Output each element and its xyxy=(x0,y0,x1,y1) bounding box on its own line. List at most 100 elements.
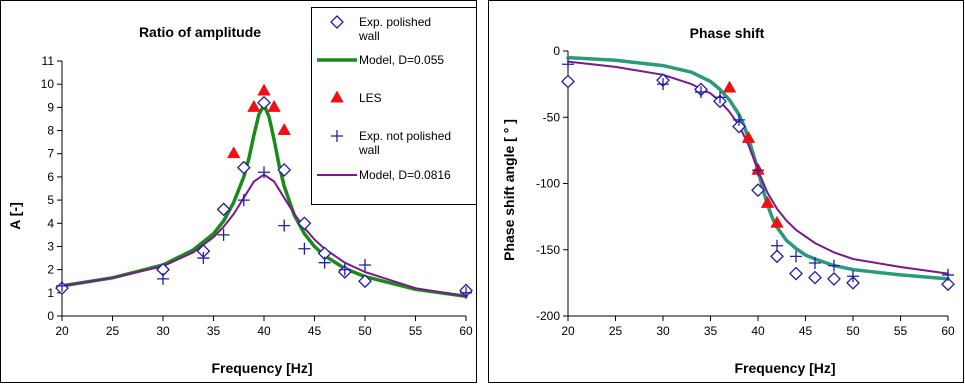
y-tick-label-right: -50 xyxy=(543,110,561,124)
data-point-les-right xyxy=(760,195,775,208)
y-tick-label-left: 10 xyxy=(41,77,55,91)
data-point-exp-polished-wall-left xyxy=(216,202,231,217)
x-tick-label-left: 60 xyxy=(459,324,473,338)
x-tick-label-right: 20 xyxy=(561,324,575,338)
data-point-exp-polished-wall-right xyxy=(808,270,822,285)
y-tick-label-left: 0 xyxy=(47,309,54,323)
y-tick-label-left: 2 xyxy=(47,263,54,277)
y-tick-label-left: 5 xyxy=(47,193,54,207)
data-point-exp-polished-wall-left xyxy=(297,216,312,231)
data-point-exp-polished-wall-right xyxy=(732,119,746,134)
data-point-exp-not-polished-wall-right xyxy=(733,113,745,126)
data-point-exp-not-polished-wall-right xyxy=(790,250,802,263)
x-tick-label-right: 45 xyxy=(799,324,813,338)
data-point-exp-polished-wall-left xyxy=(236,160,251,175)
x-tick-label-left: 20 xyxy=(55,324,69,338)
data-point-exp-not-polished-wall-left xyxy=(460,286,472,299)
data-point-exp-not-polished-wall-right xyxy=(562,58,574,71)
data-point-exp-not-polished-wall-right xyxy=(942,268,954,281)
legend-label-exp-polished-line1: Exp. polished xyxy=(359,15,431,29)
x-tick-label-left: 55 xyxy=(409,324,423,338)
plot-area-right: 20 25 30 35 40 45 50 55 60 0 -50 -100 -150 -200 xyxy=(536,44,955,338)
legend-label-les: LES xyxy=(359,91,382,105)
data-point-les-left xyxy=(257,83,271,96)
y-tick-label-left: 8 xyxy=(47,124,54,138)
data-point-les-right xyxy=(770,215,784,228)
legend-label-exp-polished-line2: wall xyxy=(358,29,380,43)
data-point-les-left xyxy=(226,146,241,159)
y-tick-label-right: -200 xyxy=(536,309,560,323)
y-tick-label-right: 0 xyxy=(553,44,560,58)
y-tick-label-left: 6 xyxy=(47,170,54,184)
data-point-exp-polished-wall-right xyxy=(751,183,765,198)
y-tick-label-left: 3 xyxy=(47,239,54,253)
data-point-exp-not-polished-wall-left xyxy=(359,259,371,271)
legend-key-plus xyxy=(331,130,343,142)
series-line-model-d-0-055-left xyxy=(60,103,468,299)
x-tick-label-left: 35 xyxy=(207,324,221,338)
y-tick-label-left: 9 xyxy=(47,100,54,114)
data-point-exp-polished-wall-right xyxy=(827,271,841,286)
y-tick-label-left: 7 xyxy=(47,147,54,161)
series-line-model-d-0-0816-left xyxy=(61,173,467,298)
chart-title-right: Phase shift xyxy=(690,25,765,41)
data-point-les-right xyxy=(722,80,737,93)
data-point-exp-polished-wall-left xyxy=(277,163,292,177)
data-point-exp-not-polished-wall-left xyxy=(318,256,331,269)
data-point-exp-not-polished-wall-left xyxy=(298,242,311,255)
data-point-exp-not-polished-wall-left xyxy=(56,279,68,292)
series-line-model-d-0-0816-right xyxy=(567,60,949,275)
x-tick-label-left: 30 xyxy=(156,324,170,338)
chart-title-left: Ratio of amplitude xyxy=(139,24,261,40)
legend: Exp. polished wall Model, D=0.055 LES Ex… xyxy=(311,7,477,205)
y-axis-label-left: A [-] xyxy=(7,202,23,229)
data-point-exp-not-polished-wall-left xyxy=(278,219,291,232)
series-line-model-d-0-055-right xyxy=(566,55,950,281)
legend-label-model-055: Model, D=0.055 xyxy=(359,53,444,67)
data-point-exp-not-polished-wall-left xyxy=(258,166,270,179)
legend-label-exp-not-polished-line1: Exp. not polished xyxy=(359,129,451,143)
data-point-exp-polished-wall-right xyxy=(789,266,803,281)
data-point-exp-polished-wall-right xyxy=(846,275,860,290)
x-tick-label-left: 50 xyxy=(358,324,372,338)
legend-label-model-0816: Model, D=0.0816 xyxy=(359,168,451,182)
x-axis-label-right: Frequency [Hz] xyxy=(734,360,835,376)
x-tick-label-right: 40 xyxy=(751,324,765,338)
data-point-exp-not-polished-wall-right xyxy=(695,86,707,99)
data-point-exp-polished-wall-right xyxy=(561,74,575,89)
x-tick-label-right: 25 xyxy=(609,324,623,338)
data-point-exp-not-polished-wall-right xyxy=(714,91,726,104)
legend-key-diamond xyxy=(330,15,344,29)
data-point-exp-polished-wall-left xyxy=(257,95,271,110)
x-tick-label-right: 55 xyxy=(894,324,908,338)
x-tick-label-right: 50 xyxy=(846,324,860,338)
data-point-exp-not-polished-wall-right xyxy=(752,164,764,177)
data-point-les-right xyxy=(741,130,756,143)
data-point-exp-polished-wall-right xyxy=(941,277,955,292)
x-tick-label-left: 25 xyxy=(106,324,120,338)
x-tick-label-left: 40 xyxy=(257,324,271,338)
data-point-exp-not-polished-wall-left xyxy=(197,252,210,265)
y-tick-label-right: -100 xyxy=(536,177,560,191)
x-tick-label-right: 60 xyxy=(941,324,955,338)
data-point-exp-not-polished-wall-right xyxy=(657,78,669,91)
y-tick-label-left: 4 xyxy=(47,216,54,230)
y-tick-label-left: 11 xyxy=(42,54,55,68)
legend-label-exp-not-polished-line2: wall xyxy=(358,143,380,157)
data-point-exp-polished-wall-right xyxy=(770,249,784,264)
x-tick-label-right: 30 xyxy=(656,324,670,338)
data-point-exp-not-polished-wall-right xyxy=(828,259,840,272)
legend-box xyxy=(311,7,477,205)
data-point-les-left xyxy=(277,123,291,135)
legend-key-triangle xyxy=(330,90,344,103)
data-point-exp-not-polished-wall-right xyxy=(847,270,859,283)
y-tick-label-right: -150 xyxy=(536,243,560,257)
data-point-exp-polished-wall-left xyxy=(358,274,372,289)
x-tick-label-left: 45 xyxy=(308,324,322,338)
data-point-exp-not-polished-wall-left xyxy=(157,272,169,285)
legend-keys xyxy=(317,15,357,176)
data-point-exp-not-polished-wall-left xyxy=(338,263,351,276)
y-tick-label-left: 1 xyxy=(47,286,54,300)
